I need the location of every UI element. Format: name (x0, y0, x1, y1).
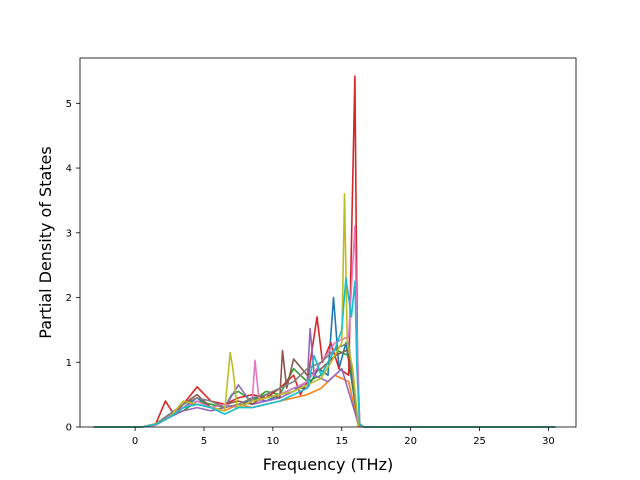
x-tick-label: 10 (267, 436, 280, 447)
y-tick-label: 1 (66, 358, 72, 369)
x-tick-label: 0 (132, 436, 138, 447)
x-tick-label: 30 (542, 436, 555, 447)
x-tick-label: 20 (404, 436, 417, 447)
series-line-3 (93, 348, 556, 428)
series-line-6 (93, 348, 556, 428)
y-axis: 0 1 2 3 4 5 (66, 99, 80, 434)
y-tick-label: 5 (66, 99, 72, 110)
y-tick-label: 2 (66, 293, 72, 304)
y-axis-title: Partial Density of States (36, 146, 55, 338)
x-axis: 0 5 10 15 20 25 30 (132, 427, 555, 447)
series-line-8 (93, 341, 556, 428)
series-line-5 (93, 327, 556, 428)
x-tick-label: 15 (335, 436, 348, 447)
y-tick-label: 4 (66, 164, 72, 175)
plot-frame (79, 57, 577, 428)
series-line-10 (93, 277, 556, 428)
y-tick-label: 0 (66, 423, 72, 434)
series-line-4 (93, 75, 556, 428)
x-axis-title: Frequency (THz) (263, 455, 393, 474)
y-tick-label: 3 (66, 228, 72, 239)
x-tick-label: 5 (201, 436, 207, 447)
x-tick-label: 25 (473, 436, 486, 447)
series-line-9 (93, 193, 556, 428)
plot-lines (93, 75, 556, 428)
series-line-7 (93, 225, 556, 428)
